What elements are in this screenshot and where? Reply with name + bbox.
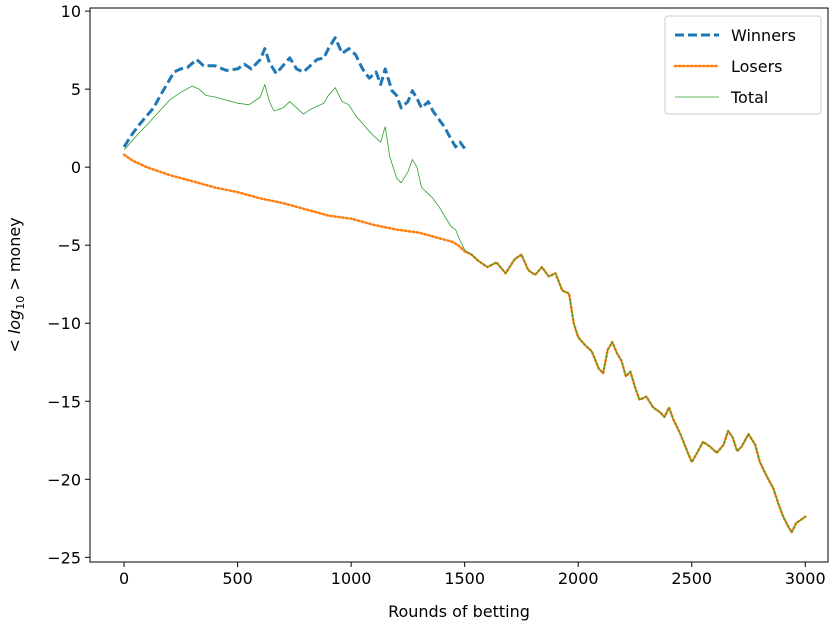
y-tick-label: −25: [47, 548, 81, 567]
y-tick-label: −15: [47, 392, 81, 411]
y-tick-label: −10: [47, 314, 81, 333]
y-tick-label: −5: [57, 236, 81, 255]
y-axis-label-rest: > money: [5, 217, 24, 295]
y-tick-label: 10: [61, 2, 81, 21]
plot-frame: [89, 7, 829, 563]
y-axis-label: < log10 > money: [5, 217, 27, 352]
legend-box: [664, 15, 822, 115]
y-axis-label-sub: 10: [14, 296, 27, 310]
legend: Winners Losers Total: [664, 15, 822, 115]
y-tick-label: 5: [71, 80, 81, 99]
x-axis-label: Rounds of betting: [388, 602, 530, 621]
x-tick-label: 2000: [558, 569, 599, 588]
x-tick-label: 500: [222, 569, 253, 588]
y-tick-label: 0: [71, 158, 81, 177]
x-tick-label: 0: [119, 569, 129, 588]
legend-label-total: Total: [730, 88, 768, 107]
y-axis: −25 −20 −15 −10 −5 0 5 10: [47, 2, 90, 567]
x-tick-label: 1000: [331, 569, 372, 588]
x-tick-label: 2500: [671, 569, 712, 588]
x-tick-label: 3000: [785, 569, 826, 588]
x-tick-label: 1500: [444, 569, 485, 588]
legend-label-winners: Winners: [731, 26, 796, 45]
legend-label-losers: Losers: [731, 57, 783, 76]
y-axis-label-lt: <: [5, 334, 24, 353]
series-losers-line: [122, 153, 807, 534]
series-total-line: [123, 84, 806, 533]
series-winners-line: [122, 36, 466, 150]
y-axis-label-log: log: [5, 310, 24, 334]
y-tick-label: −20: [47, 470, 81, 489]
x-axis: 0 500 1000 1500 2000 2500 3000: [119, 562, 826, 588]
series-layer: [122, 36, 807, 534]
